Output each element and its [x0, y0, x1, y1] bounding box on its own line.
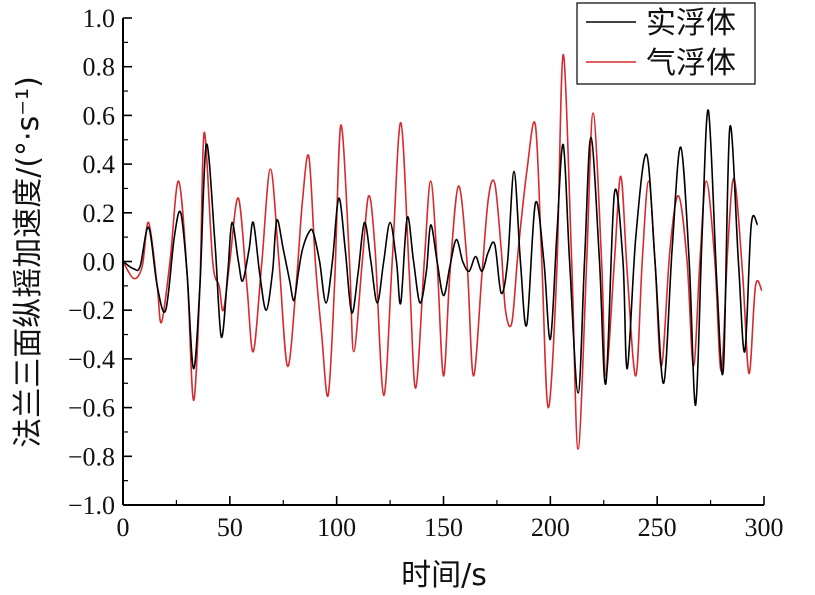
- y-tick-label: −0.6: [68, 394, 115, 423]
- series-line-1: [122, 109, 759, 407]
- y-tick-label: 0.2: [83, 199, 116, 228]
- x-tick-label: 150: [424, 513, 463, 542]
- y-axis-title: 法兰三面纵摇加速度/(°·s⁻¹): [11, 76, 46, 448]
- y-tick-label: −0.4: [68, 345, 115, 374]
- x-tick-label: 50: [217, 513, 243, 542]
- y-tick-label: 0.6: [83, 101, 116, 130]
- y-tick-label: −1.0: [68, 491, 115, 520]
- x-tick-label: 250: [638, 513, 677, 542]
- x-tick-label: 300: [745, 513, 784, 542]
- legend-label-series-1: 实浮体: [646, 6, 736, 41]
- series-lines: [122, 53, 763, 450]
- legend-box: [576, 2, 756, 85]
- legend: 实浮体 气浮体: [576, 2, 756, 85]
- y-tick-label: −0.2: [68, 296, 115, 325]
- y-tick-labels: 1.0 0.8 0.6 0.4 0.2 0.0 −0.2 −0.4 −0.6 −0.8 −1.0: [68, 4, 115, 520]
- legend-label-series-2: 气浮体: [646, 46, 736, 81]
- y-tick-label: −0.8: [68, 442, 115, 471]
- series-line-2: [122, 53, 763, 450]
- y-tick-label: 0.8: [83, 53, 116, 82]
- y-tick-label: 0.0: [83, 248, 116, 277]
- x-tick-label: 100: [317, 513, 356, 542]
- axis-ticks: [122, 17, 765, 506]
- x-tick-label: 0: [117, 513, 130, 542]
- y-tick-label: 1.0: [83, 4, 116, 33]
- x-tick-labels: 0 50 100 150 200 250 300: [117, 513, 784, 542]
- x-axis-title: 时间/s: [401, 558, 487, 593]
- x-tick-label: 200: [531, 513, 570, 542]
- y-tick-label: 0.4: [83, 150, 116, 179]
